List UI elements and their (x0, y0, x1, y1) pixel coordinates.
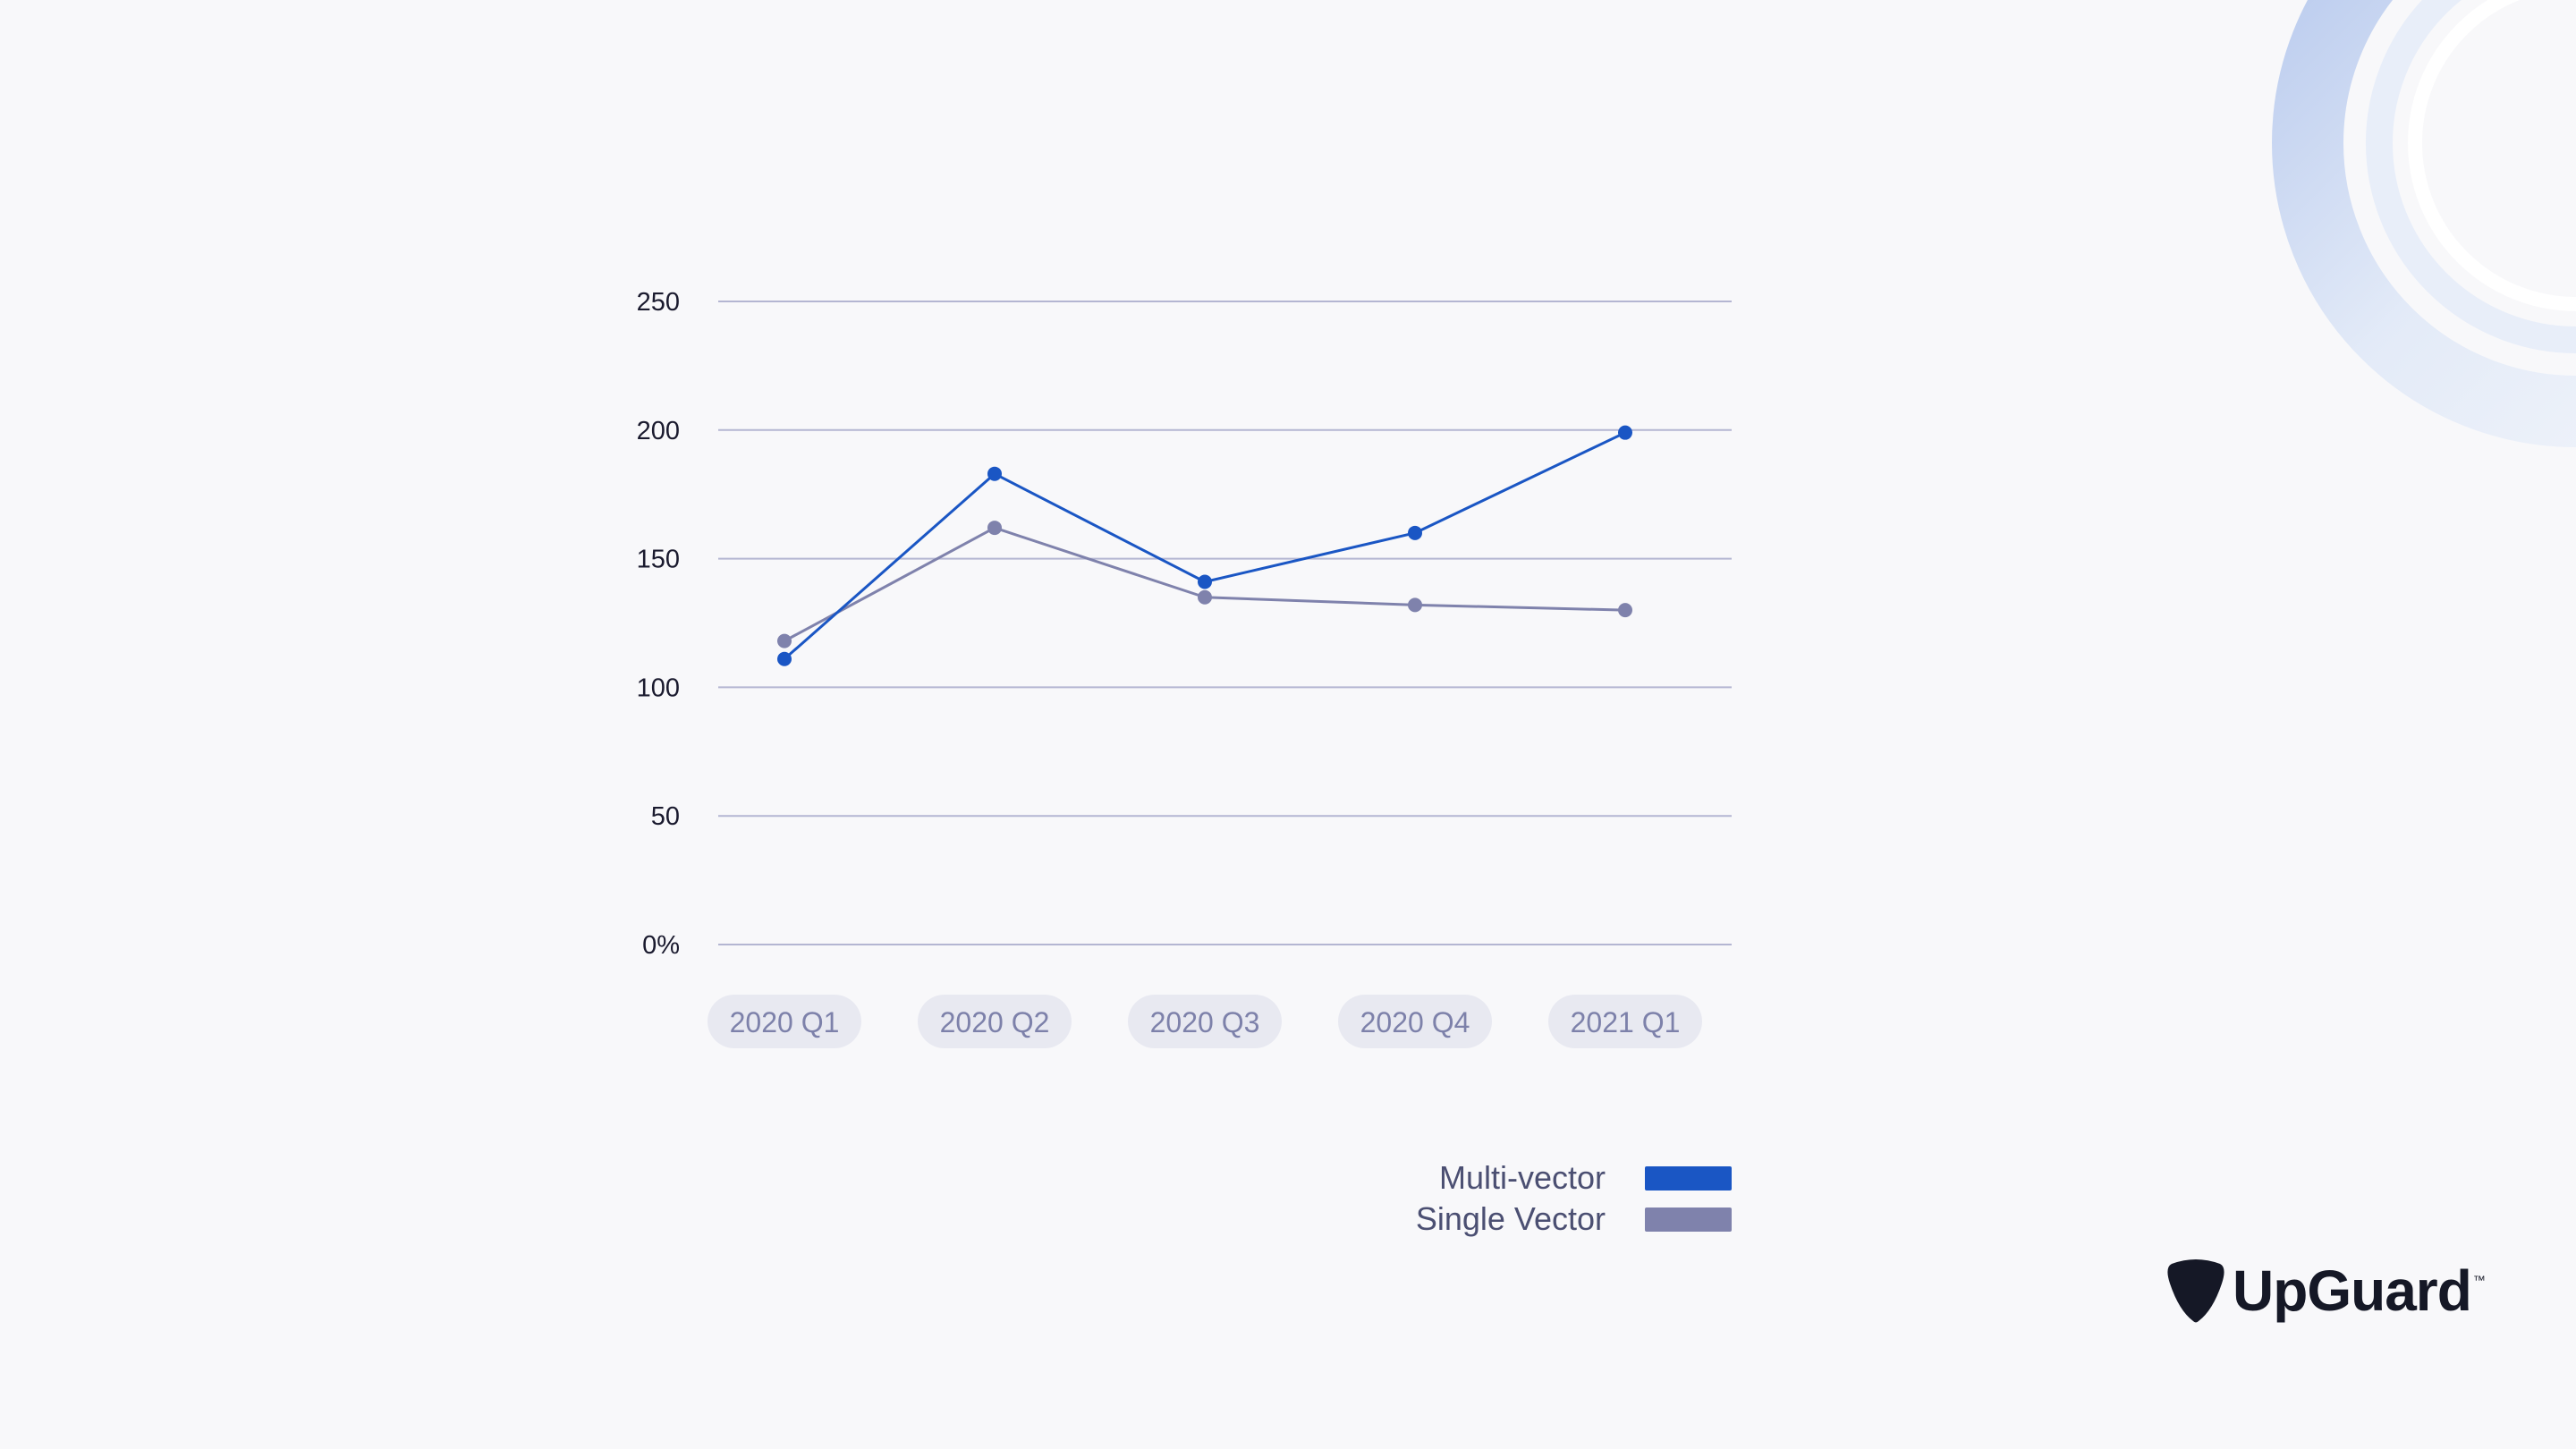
y-tick-label: 250 (637, 288, 680, 317)
y-tick-label: 150 (637, 546, 680, 574)
x-tick-label: 2020 Q3 (1150, 1006, 1260, 1038)
y-tick-label: 0% (642, 931, 680, 960)
logo-wordmark: UpGuard (2233, 1258, 2472, 1323)
y-tick-label: 200 (637, 417, 680, 445)
legend-swatch-single-vector (1645, 1207, 1732, 1232)
x-tick-label: 2020 Q4 (1360, 1006, 1470, 1038)
data-point-multi-vector (1618, 425, 1632, 440)
logo-trademark: ™ (2472, 1273, 2486, 1287)
x-tick-pill (1338, 995, 1492, 1048)
data-point-single-vector (1618, 603, 1632, 618)
data-point-single-vector (777, 633, 792, 648)
x-tick-pill (1548, 995, 1702, 1048)
data-point-single-vector (987, 521, 1002, 536)
x-tick-pill (708, 995, 861, 1048)
x-tick-label: 2021 Q1 (1571, 1006, 1681, 1038)
legend-item-multi-vector: Multi-vector (1416, 1157, 1732, 1199)
x-tick-label: 2020 Q1 (730, 1006, 840, 1038)
decorative-ring-graphic (2272, 0, 2576, 447)
y-tick-label: 100 (637, 674, 680, 702)
y-tick-label: 50 (651, 802, 680, 831)
legend-label-multi-vector: Multi-vector (1438, 1159, 1606, 1196)
data-point-multi-vector (1408, 525, 1422, 540)
x-tick-pill (918, 995, 1072, 1048)
data-point-multi-vector (777, 651, 792, 666)
upguard-logo: UpGuard ™ (2165, 1257, 2486, 1325)
data-point-single-vector (1408, 597, 1422, 613)
chart-legend: Multi-vector Single Vector (1416, 1157, 1732, 1240)
legend-swatch-multi-vector (1645, 1165, 1732, 1191)
legend-item-single-vector: Single Vector (1416, 1199, 1732, 1240)
x-tick-pill (1128, 995, 1282, 1048)
legend-label-single-vector: Single Vector (1415, 1200, 1606, 1237)
data-point-single-vector (1198, 589, 1212, 605)
data-point-multi-vector (1198, 574, 1212, 589)
data-point-multi-vector (987, 466, 1002, 481)
series-line-multi-vector (784, 431, 1626, 660)
x-tick-label: 2020 Q2 (940, 1006, 1050, 1038)
guitar-pick-icon (2167, 1259, 2224, 1323)
